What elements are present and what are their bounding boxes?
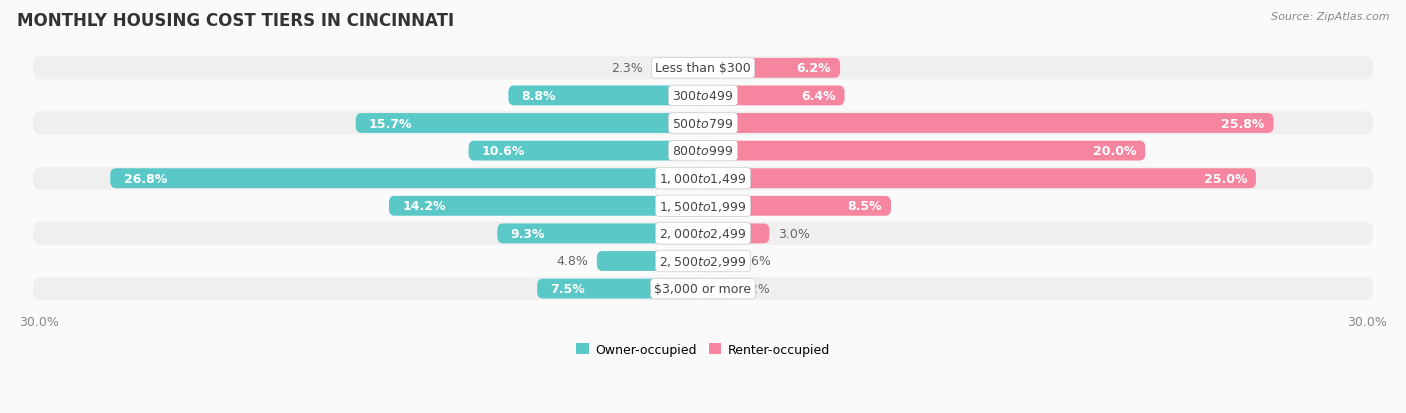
FancyBboxPatch shape [356, 114, 703, 134]
FancyBboxPatch shape [703, 197, 891, 216]
FancyBboxPatch shape [32, 195, 1374, 218]
Text: 6.4%: 6.4% [801, 90, 835, 103]
FancyBboxPatch shape [32, 277, 1374, 300]
FancyBboxPatch shape [703, 252, 723, 271]
Text: MONTHLY HOUSING COST TIERS IN CINCINNATI: MONTHLY HOUSING COST TIERS IN CINCINNATI [17, 12, 454, 30]
Text: 15.7%: 15.7% [368, 117, 412, 130]
FancyBboxPatch shape [32, 140, 1374, 163]
FancyBboxPatch shape [703, 169, 1256, 189]
FancyBboxPatch shape [509, 86, 703, 106]
Text: $500 to $799: $500 to $799 [672, 117, 734, 130]
Text: Source: ZipAtlas.com: Source: ZipAtlas.com [1271, 12, 1389, 22]
FancyBboxPatch shape [703, 224, 769, 244]
FancyBboxPatch shape [703, 59, 841, 78]
FancyBboxPatch shape [703, 114, 1274, 134]
FancyBboxPatch shape [652, 59, 703, 78]
Text: 8.8%: 8.8% [522, 90, 557, 103]
Text: $800 to $999: $800 to $999 [672, 145, 734, 158]
FancyBboxPatch shape [32, 57, 1374, 80]
FancyBboxPatch shape [537, 279, 703, 299]
FancyBboxPatch shape [389, 197, 703, 216]
Text: 9.3%: 9.3% [510, 227, 546, 240]
Text: 8.5%: 8.5% [848, 200, 882, 213]
Text: $3,000 or more: $3,000 or more [655, 282, 751, 295]
Text: 25.8%: 25.8% [1222, 117, 1265, 130]
Text: 14.2%: 14.2% [402, 200, 446, 213]
FancyBboxPatch shape [468, 141, 703, 161]
Text: 26.8%: 26.8% [124, 172, 167, 185]
Text: 1.2%: 1.2% [738, 282, 770, 295]
FancyBboxPatch shape [498, 224, 703, 244]
Text: 0.86%: 0.86% [731, 255, 770, 268]
FancyBboxPatch shape [703, 86, 845, 106]
FancyBboxPatch shape [32, 222, 1374, 245]
Text: 20.0%: 20.0% [1092, 145, 1136, 158]
FancyBboxPatch shape [32, 250, 1374, 273]
Text: 10.6%: 10.6% [482, 145, 526, 158]
Text: 3.0%: 3.0% [778, 227, 810, 240]
Text: $2,000 to $2,499: $2,000 to $2,499 [659, 227, 747, 241]
Text: $300 to $499: $300 to $499 [672, 90, 734, 103]
FancyBboxPatch shape [32, 85, 1374, 108]
Text: Less than $300: Less than $300 [655, 62, 751, 75]
FancyBboxPatch shape [596, 252, 703, 271]
Text: 4.8%: 4.8% [557, 255, 588, 268]
FancyBboxPatch shape [703, 141, 1146, 161]
Text: $2,500 to $2,999: $2,500 to $2,999 [659, 254, 747, 268]
FancyBboxPatch shape [32, 112, 1374, 135]
Text: 7.5%: 7.5% [550, 282, 585, 295]
Legend: Owner-occupied, Renter-occupied: Owner-occupied, Renter-occupied [571, 338, 835, 361]
Text: $1,000 to $1,499: $1,000 to $1,499 [659, 172, 747, 186]
Text: 2.3%: 2.3% [612, 62, 644, 75]
FancyBboxPatch shape [703, 279, 730, 299]
FancyBboxPatch shape [32, 167, 1374, 190]
FancyBboxPatch shape [110, 169, 703, 189]
Text: 6.2%: 6.2% [797, 62, 831, 75]
Text: $1,500 to $1,999: $1,500 to $1,999 [659, 199, 747, 213]
Text: 25.0%: 25.0% [1204, 172, 1247, 185]
